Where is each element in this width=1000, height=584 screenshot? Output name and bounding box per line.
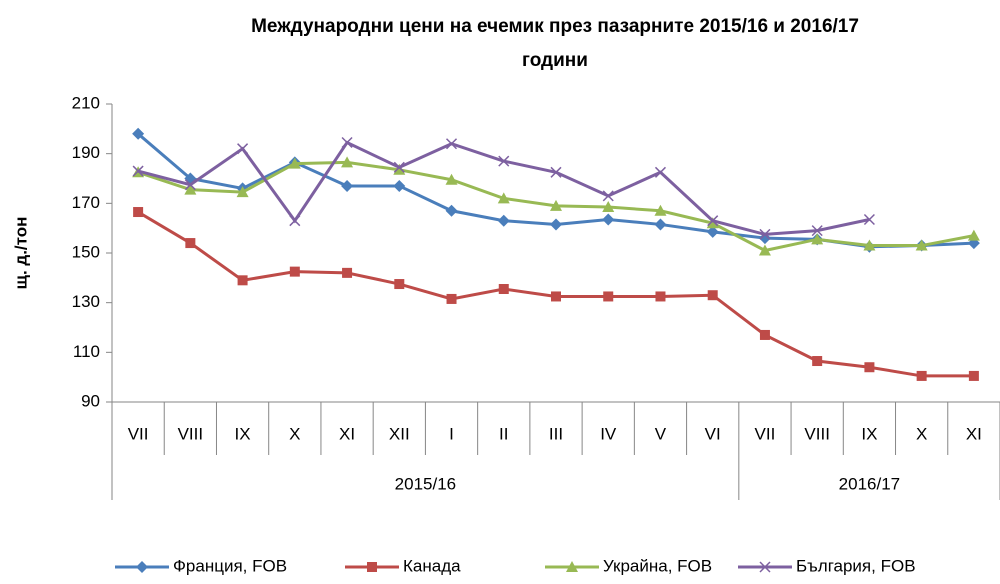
x-tick-label: VIII [178,424,204,443]
marker [551,291,561,302]
legend-label: Канада [403,556,461,575]
marker [550,199,562,211]
marker [863,213,875,226]
x-tick-label: V [655,424,667,443]
x-tick-label: XII [389,424,410,443]
marker [445,173,458,185]
marker [341,179,354,192]
y-axis-label: щ. д./тон [11,217,30,290]
marker [654,204,667,216]
marker [445,204,458,217]
x-tick-label: X [289,424,300,443]
marker [445,138,458,150]
marker [655,291,666,302]
marker [133,207,144,218]
marker [707,215,719,227]
x-tick-label: X [916,424,927,443]
chart-title: Международни цени на ечемик през пазарни… [251,16,859,37]
y-tick-label: 170 [72,193,100,212]
marker [758,244,771,256]
marker [342,267,353,278]
marker [341,156,354,168]
marker [367,562,377,572]
group-label: 2016/17 [839,474,900,493]
marker [393,163,406,175]
x-tick-label: IV [600,424,617,443]
marker [706,217,719,229]
marker [967,229,980,241]
marker [602,190,614,202]
marker [132,127,145,140]
marker [288,157,301,169]
y-tick-label: 110 [73,342,100,361]
x-tick-label: IX [861,424,877,443]
y-tick-label: 190 [72,143,100,162]
group-label: 2015/16 [395,474,456,493]
marker [341,136,353,149]
marker [184,183,197,195]
y-tick-label: 90 [81,391,100,410]
x-tick-label: VI [705,424,721,443]
marker [236,186,249,198]
marker [132,165,144,177]
marker [185,238,196,249]
marker [603,291,614,302]
marker [654,166,667,178]
x-tick-label: XI [339,424,355,443]
marker [237,275,248,286]
marker [393,179,406,192]
marker [289,266,300,277]
x-tick-label: I [449,424,454,443]
marker [968,370,979,381]
marker [654,218,667,231]
marker [550,218,562,231]
marker [864,362,875,373]
y-tick-label: 130 [72,292,100,311]
marker [497,214,510,227]
marker [916,370,927,381]
x-tick-label: IX [235,424,251,443]
legend-label: Украйна, FOB [603,556,712,575]
x-tick-label: XI [966,424,982,443]
y-tick-label: 150 [72,242,100,261]
x-tick-label: VII [128,424,149,443]
marker [759,329,770,340]
x-tick-label: III [549,424,563,443]
chart-title: години [522,50,588,71]
marker [706,225,719,238]
marker [811,233,824,245]
marker [812,356,823,367]
x-tick-label: VII [755,424,776,443]
marker [863,239,876,251]
marker [915,239,928,251]
marker [550,166,562,178]
marker [707,290,718,301]
marker [497,192,510,204]
marker [446,293,457,304]
marker [498,155,510,167]
x-tick-label: VIII [804,424,830,443]
marker [498,284,509,295]
y-tick-label: 210 [72,93,100,112]
marker [566,561,578,572]
marker [394,279,405,290]
marker [184,179,196,191]
marker [237,143,249,155]
marker [602,201,615,213]
marker [759,561,771,573]
marker [811,225,823,237]
marker [393,161,405,173]
legend-label: Франция, FOB [173,556,287,575]
marker [602,213,615,226]
marker [759,228,771,240]
legend-label: България, FOB [796,556,916,575]
marker [289,215,301,227]
marker [136,561,148,573]
x-tick-label: II [499,424,508,443]
